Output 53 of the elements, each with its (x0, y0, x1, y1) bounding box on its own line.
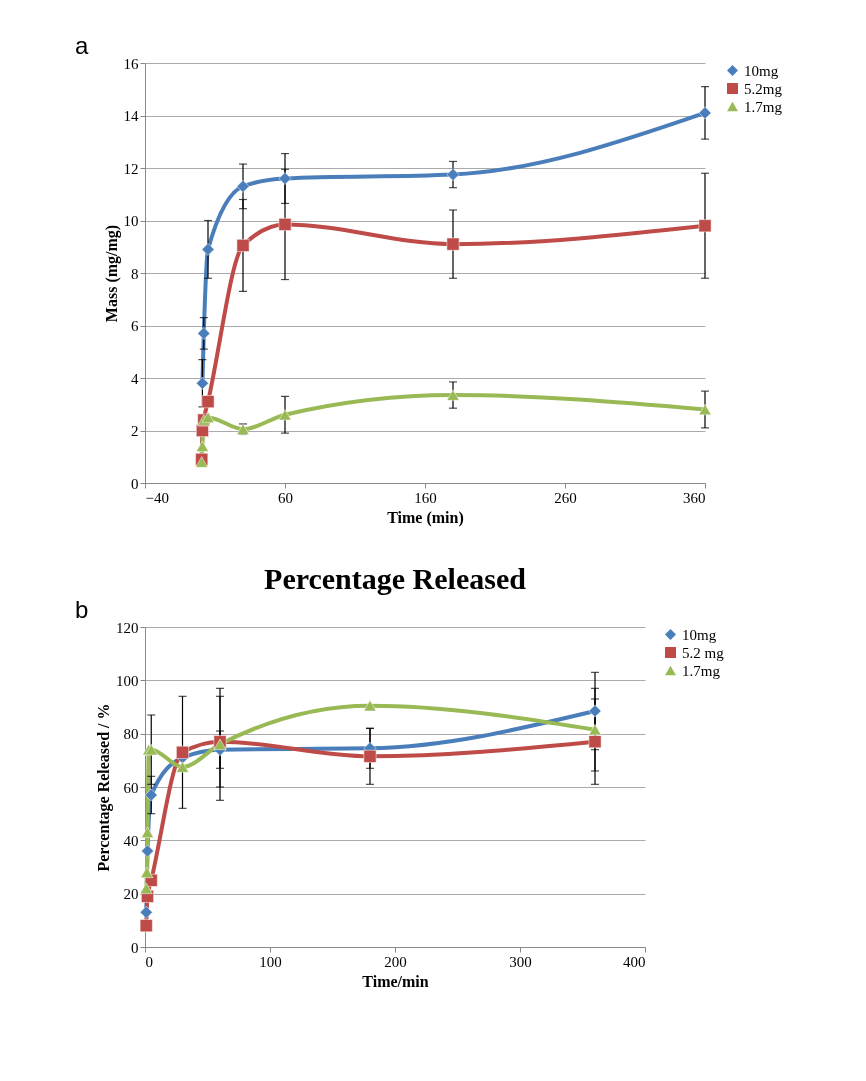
text: b (75, 596, 89, 623)
legend-label: 5.2mg (744, 80, 783, 97)
x-tick-label: 360 (683, 489, 706, 506)
y-tick-label: 10 (123, 213, 139, 229)
point (139, 919, 153, 933)
point (176, 761, 189, 773)
x-axis-title: Time (min) (387, 508, 464, 527)
legend-label: 1.7mg (682, 662, 721, 679)
point (140, 866, 154, 878)
y-tick-label: 120 (116, 619, 139, 636)
x-tick-label: −40 (145, 489, 169, 506)
x-tick-label: 160 (414, 489, 437, 506)
point (141, 844, 154, 858)
legend-label: 1.7mg (744, 98, 783, 115)
x-tick-label: 60 (278, 489, 293, 506)
x-tick-label: 100 (259, 953, 282, 970)
y-tick-label: 80 (123, 726, 139, 743)
point (144, 788, 158, 802)
legend-label: 10mg (744, 62, 779, 79)
y-tick-label: 40 (123, 832, 139, 849)
x-tick-label: 300 (509, 953, 532, 970)
point (363, 749, 377, 763)
y-tick-label: 16 (123, 55, 139, 72)
legend-label: 10mg (682, 626, 717, 643)
text: a (75, 32, 89, 59)
point (141, 826, 154, 838)
y-tick-label: 0 (131, 475, 139, 492)
x-tick-label: 200 (384, 953, 407, 970)
point (363, 700, 377, 712)
x-axis-title: Time/min (362, 972, 429, 990)
y-axis-title: Percentage Released / % (95, 703, 113, 872)
y-tick-label: 0 (131, 939, 139, 956)
legend-label: 5.2 mg (682, 644, 725, 661)
y-axis-title: Mass (mg/mg) (102, 224, 121, 323)
y-tick-label: 2 (131, 423, 139, 439)
point (139, 882, 153, 894)
x-tick-label: 0 (145, 953, 153, 970)
y-tick-label: 6 (131, 318, 139, 334)
y-tick-label: 12 (123, 160, 139, 177)
point (588, 724, 602, 736)
point (176, 745, 189, 759)
x-tick-label: 260 (554, 489, 577, 506)
chart-title: Percentage Released (264, 562, 527, 595)
y-tick-label: 14 (123, 108, 139, 124)
point (139, 905, 153, 919)
x-tick-label: 400 (623, 953, 646, 970)
y-tick-label: 20 (123, 886, 139, 903)
y-tick-label: 4 (131, 370, 139, 387)
point (588, 704, 602, 718)
y-tick-label: 60 (123, 779, 139, 796)
y-tick-label: 100 (116, 672, 139, 689)
y-tick-label: 8 (131, 265, 139, 282)
point (588, 735, 602, 749)
